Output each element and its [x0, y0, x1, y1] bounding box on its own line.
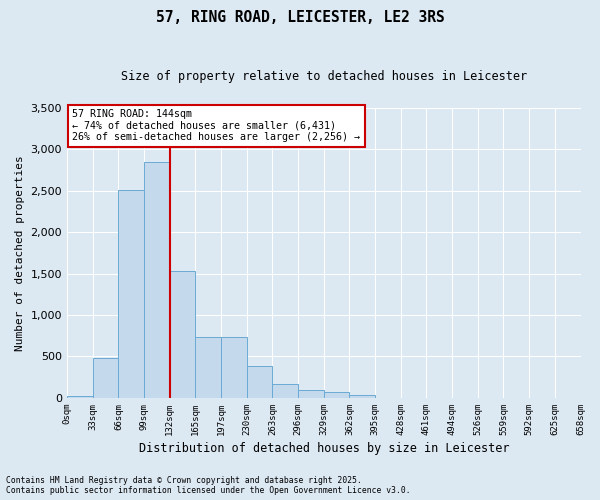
Text: Contains HM Land Registry data © Crown copyright and database right 2025.
Contai: Contains HM Land Registry data © Crown c…: [6, 476, 410, 495]
Bar: [324, 392, 349, 398]
Bar: [247, 366, 272, 398]
Bar: [298, 390, 324, 398]
Bar: [196, 338, 221, 398]
Bar: [170, 271, 196, 398]
Bar: [272, 384, 298, 398]
Title: Size of property relative to detached houses in Leicester: Size of property relative to detached ho…: [121, 70, 527, 83]
Bar: [221, 338, 247, 398]
X-axis label: Distribution of detached houses by size in Leicester: Distribution of detached houses by size …: [139, 442, 509, 455]
Bar: [349, 396, 375, 398]
Bar: [67, 396, 93, 398]
Text: 57 RING ROAD: 144sqm
← 74% of detached houses are smaller (6,431)
26% of semi-de: 57 RING ROAD: 144sqm ← 74% of detached h…: [72, 109, 360, 142]
Bar: [144, 162, 170, 398]
Bar: [118, 190, 144, 398]
Text: 57, RING ROAD, LEICESTER, LE2 3RS: 57, RING ROAD, LEICESTER, LE2 3RS: [155, 10, 445, 25]
Y-axis label: Number of detached properties: Number of detached properties: [15, 155, 25, 350]
Bar: [93, 358, 118, 398]
